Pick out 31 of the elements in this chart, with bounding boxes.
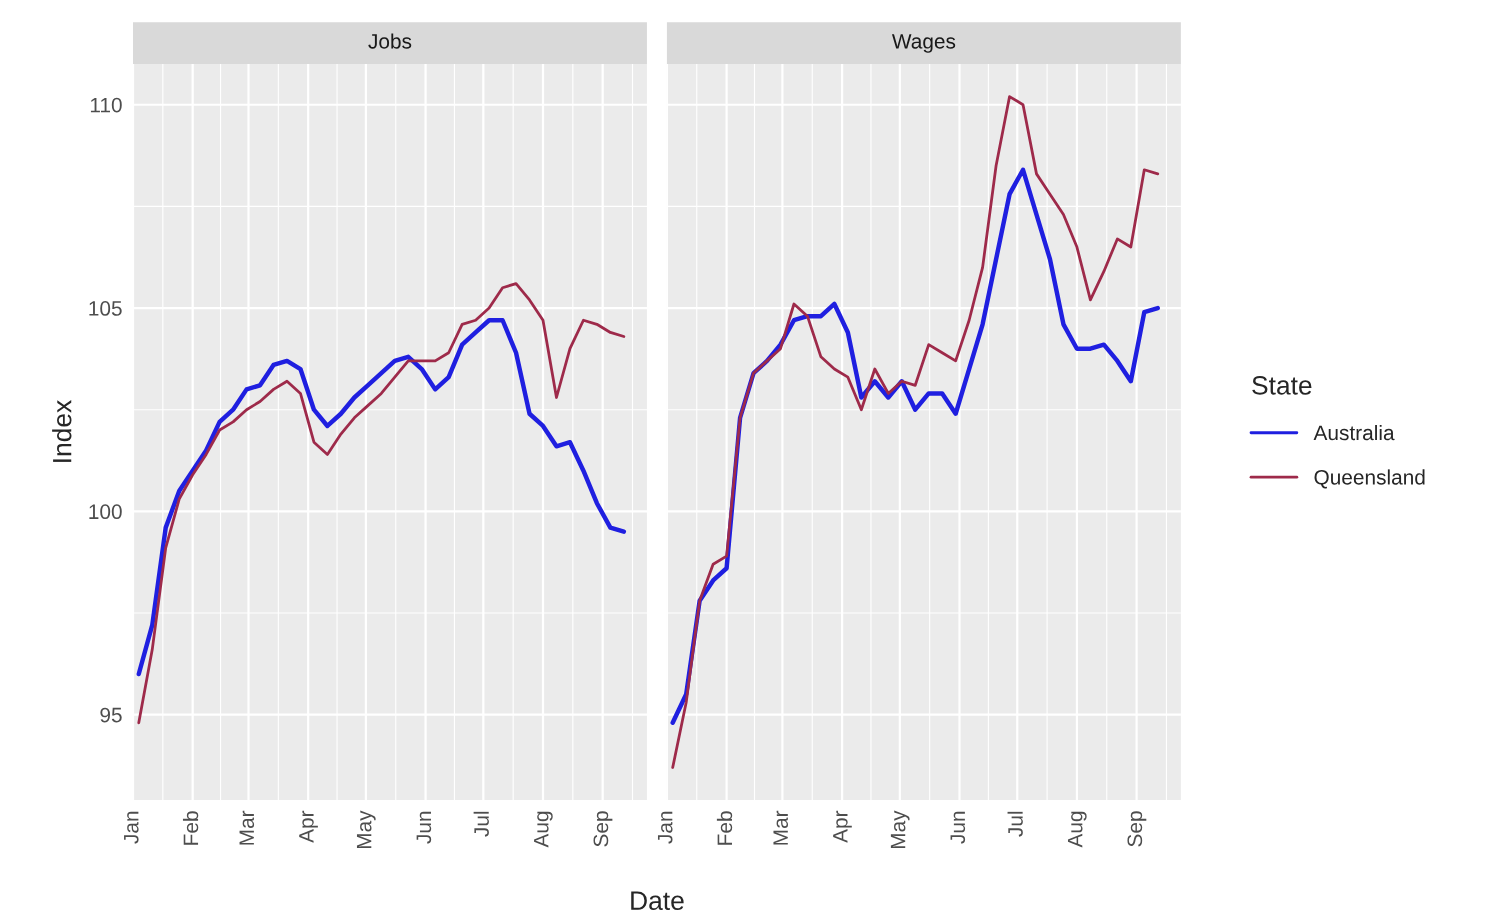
legend-title: State: [1252, 376, 1312, 395]
x-tick-label: Feb: [182, 811, 199, 845]
x-tick-label: Feb: [716, 811, 733, 845]
x-tick-label: Jul: [1007, 811, 1023, 837]
legend-label: Australia: [1313, 424, 1395, 441]
x-tick-label: Sep: [593, 811, 613, 847]
line-series: [136, 318, 627, 677]
x-tick-label: Mar: [773, 810, 789, 845]
chart-title: Wages: [891, 34, 956, 53]
y-axis-title: Index: [52, 400, 72, 462]
x-tick-label: Jul: [473, 811, 489, 837]
x-tick-label: Apr: [299, 810, 318, 843]
x-tick-label: May: [890, 810, 910, 849]
x-tick-label: Jan: [124, 811, 139, 844]
line-series: [137, 282, 626, 725]
y-tick-label: 105: [89, 301, 122, 316]
y-tick-label: 100: [89, 504, 122, 520]
x-tick-label: Jan: [657, 811, 673, 844]
x-tick-label: Apr: [833, 810, 852, 843]
y-tick-label: 110: [90, 97, 122, 113]
x-tick-label: Jun: [416, 811, 432, 844]
x-tick-label: Sep: [1127, 811, 1147, 847]
x-tick-label: Jun: [950, 811, 966, 844]
x-tick-label: Aug: [534, 811, 553, 848]
x-tick-label: May: [356, 810, 376, 849]
legend-label: Queensland: [1314, 469, 1425, 489]
y-tick-label: 95: [100, 707, 122, 723]
chart-title: Jobs: [368, 33, 412, 49]
x-tick-label: Aug: [1067, 811, 1087, 848]
x-tick-label: Mar: [239, 810, 255, 845]
x-axis-title: Date: [631, 891, 684, 911]
